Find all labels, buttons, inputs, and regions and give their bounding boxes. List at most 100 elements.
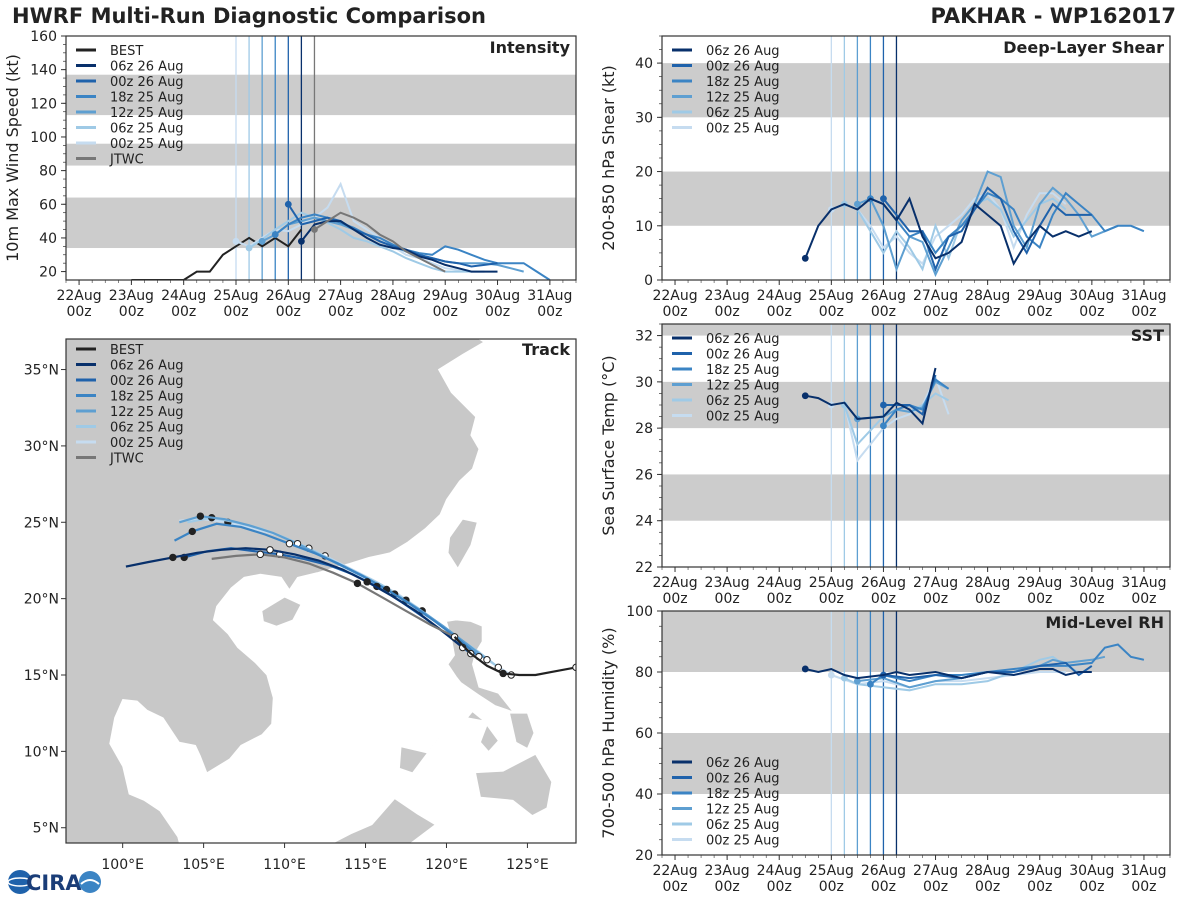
track-point (353, 579, 362, 588)
y-tick-label: 30°N (24, 439, 59, 455)
series-line (287, 203, 498, 268)
series-point (827, 671, 835, 679)
series-point (801, 665, 809, 673)
x-tick-label: 29Aug 00z (423, 288, 468, 320)
plot-frame (65, 338, 577, 844)
series-point (271, 231, 279, 238)
legend-label: BEST (110, 44, 143, 59)
series-point (853, 200, 861, 208)
x-tick-label: 125°E (506, 857, 549, 873)
track-line (453, 636, 576, 677)
x-tick-label: 22Aug 00z (652, 288, 697, 320)
legend-label: 18z 25 Aug (706, 75, 780, 90)
series-point (297, 237, 305, 245)
track-line (211, 553, 456, 638)
x-tick-label: 25Aug 00z (213, 288, 258, 320)
x-tick-label: 28Aug 00z (965, 863, 1010, 895)
track-point (196, 512, 205, 520)
legend-label: 12z 25 Aug (706, 91, 780, 106)
series-line (844, 197, 1067, 272)
x-tick-label: 110°E (263, 857, 306, 873)
x-tick-label: 25Aug 00z (809, 288, 854, 320)
series-line (883, 661, 1093, 680)
y-axis-label: 200-850 hPa Shear (kt) (599, 65, 618, 251)
series-line (805, 667, 1092, 680)
legend-label: 06z 25 Aug (110, 421, 184, 436)
series-group (801, 367, 950, 463)
track-point (285, 539, 294, 548)
x-tick-label: 24Aug 00z (757, 288, 802, 320)
panel-title: Intensity (490, 38, 571, 57)
plot-frame (661, 323, 1171, 568)
y-tick-label: 5°N (33, 821, 59, 837)
x-tick-label: 24Aug 00z (757, 575, 802, 607)
x-tick-label: 26Aug 00z (861, 863, 906, 895)
y-tick-label: 140 (30, 63, 57, 79)
y-tick-label: 0 (644, 273, 653, 289)
legend-label: 00z 25 Aug (110, 436, 184, 451)
track-point (499, 669, 507, 678)
x-tick-label: 30Aug 00z (475, 288, 520, 320)
legend-label: 06z 26 Aug (110, 359, 184, 374)
legend-label: JTWC (109, 452, 144, 467)
x-tick-label: 27Aug 00z (913, 863, 958, 895)
x-tick-label: 29Aug 00z (1017, 863, 1062, 895)
track-point (266, 546, 274, 554)
legend-label: 00z 26 Aug (110, 374, 184, 389)
x-tick-label: 29Aug 00z (1017, 288, 1062, 320)
legend-label: 06z 26 Aug (706, 44, 780, 59)
x-tick-label: 29Aug 00z (1017, 575, 1062, 607)
legend-label: 18z 25 Aug (110, 91, 184, 106)
legend-label: 00z 25 Aug (706, 834, 780, 849)
y-tick-label: 32 (635, 329, 653, 345)
x-tick-label: 28Aug 00z (370, 288, 415, 320)
taiwan-island (447, 518, 478, 569)
threshold-band (662, 474, 1170, 521)
legend-label: 06z 25 Aug (706, 394, 780, 409)
y-axis-label: 10m Max Wind Speed (kt) (3, 54, 22, 262)
x-tick-label: 26Aug 00z (861, 575, 906, 607)
x-tick-label: 27Aug 00z (318, 288, 363, 320)
x-tick-label: 28Aug 00z (965, 575, 1010, 607)
y-tick-label: 80 (39, 164, 57, 180)
series-point (880, 195, 887, 203)
x-tick-label: 26Aug 00z (266, 288, 311, 320)
track-point (256, 550, 264, 559)
y-tick-label: 40 (635, 56, 653, 72)
series-line (869, 643, 1145, 686)
track-point (483, 656, 491, 664)
y-tick-label: 20 (635, 165, 653, 181)
legend-label: 06z 26 Aug (110, 60, 184, 75)
plot-frame (65, 35, 577, 281)
y-tick-label: 100 (30, 130, 57, 146)
threshold-band (662, 733, 1170, 794)
series-line (805, 367, 937, 426)
y-tick-label: 28 (635, 421, 653, 437)
y-tick-label: 80 (635, 665, 653, 681)
legend-label: 18z 25 Aug (706, 787, 780, 802)
x-tick-label: 30Aug 00z (1069, 288, 1114, 320)
track-point (169, 553, 177, 562)
track-panel: 100°E 105°E 110°E 115°E 120°E 125°E 5°N 10°N 15°… (24, 338, 577, 873)
palawan-island (399, 735, 441, 774)
legend-label: BEST (110, 343, 143, 358)
legend-label: 12z 25 Aug (706, 803, 780, 818)
y-tick-label: 60 (635, 726, 653, 742)
legend-label: 06z 25 Aug (706, 106, 780, 121)
x-tick-label: 25Aug 00z (809, 575, 854, 607)
mainland-asia (66, 339, 485, 843)
x-tick-label: 31Aug 00z (1121, 863, 1166, 895)
y-tick-label: 60 (39, 197, 57, 213)
legend-label: JTWC (109, 153, 144, 168)
x-tick-label: 22Aug 00z (56, 288, 101, 320)
track-line (173, 522, 480, 658)
legend-label: 12z 25 Aug (110, 405, 184, 420)
hainan-island (261, 596, 302, 627)
series-line (804, 196, 1093, 267)
legend-label: 00z 26 Aug (706, 60, 780, 75)
x-tick-label: 25Aug 00z (809, 863, 854, 895)
y-tick-label: 35°N (24, 363, 59, 379)
mindanao-island (475, 753, 553, 816)
